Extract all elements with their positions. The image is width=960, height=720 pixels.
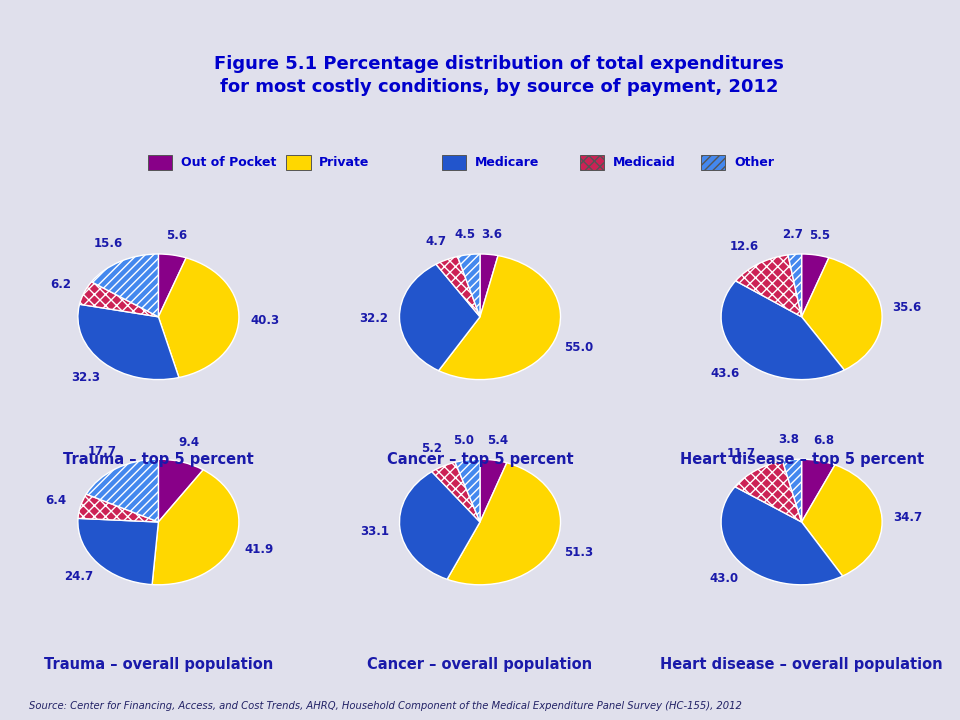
Text: 35.6: 35.6 — [893, 302, 922, 315]
Wedge shape — [802, 254, 828, 317]
Text: 9.4: 9.4 — [179, 436, 200, 449]
Text: 6.8: 6.8 — [813, 434, 834, 448]
Text: 34.7: 34.7 — [893, 511, 923, 524]
Wedge shape — [436, 256, 480, 317]
Text: Medicaid: Medicaid — [613, 156, 676, 169]
Text: 2.7: 2.7 — [782, 228, 803, 240]
Wedge shape — [735, 255, 802, 317]
Text: 24.7: 24.7 — [63, 570, 93, 583]
Wedge shape — [86, 459, 158, 522]
Text: Out of Pocket: Out of Pocket — [181, 156, 276, 169]
Text: 32.3: 32.3 — [71, 371, 100, 384]
Text: Heart disease – overall population: Heart disease – overall population — [660, 657, 943, 672]
Wedge shape — [447, 463, 561, 585]
Text: 4.5: 4.5 — [454, 228, 475, 241]
Wedge shape — [399, 472, 480, 580]
Bar — [286, 156, 311, 171]
Bar — [580, 156, 605, 171]
Wedge shape — [480, 254, 498, 317]
Wedge shape — [399, 264, 480, 371]
Text: Figure 5.1 Percentage distribution of total expenditures
for most costly conditi: Figure 5.1 Percentage distribution of to… — [214, 55, 784, 96]
Text: Private: Private — [320, 156, 370, 169]
Wedge shape — [735, 461, 802, 522]
Wedge shape — [80, 282, 158, 317]
Text: 5.0: 5.0 — [453, 433, 474, 446]
Wedge shape — [158, 258, 239, 377]
Text: 15.6: 15.6 — [94, 237, 123, 250]
Wedge shape — [458, 254, 480, 317]
Wedge shape — [788, 254, 802, 317]
Text: Cancer – top 5 percent: Cancer – top 5 percent — [387, 452, 573, 467]
Text: 6.2: 6.2 — [50, 279, 71, 292]
Text: 17.7: 17.7 — [88, 445, 117, 458]
Text: 43.6: 43.6 — [710, 367, 739, 380]
Wedge shape — [721, 281, 844, 379]
Text: 5.2: 5.2 — [420, 442, 442, 455]
Text: 43.0: 43.0 — [709, 572, 738, 585]
Text: 5.5: 5.5 — [809, 229, 830, 242]
Text: 4.7: 4.7 — [425, 235, 446, 248]
Text: 12.6: 12.6 — [731, 240, 759, 253]
Text: 3.8: 3.8 — [779, 433, 800, 446]
Text: 6.4: 6.4 — [45, 494, 66, 508]
Wedge shape — [91, 254, 158, 317]
Wedge shape — [158, 254, 186, 317]
Text: 51.3: 51.3 — [564, 546, 593, 559]
Wedge shape — [802, 465, 882, 576]
Wedge shape — [480, 459, 507, 522]
Wedge shape — [802, 258, 882, 370]
Wedge shape — [152, 470, 239, 585]
Wedge shape — [782, 459, 802, 522]
Text: Heart disease – top 5 percent: Heart disease – top 5 percent — [680, 452, 924, 467]
Wedge shape — [78, 305, 179, 379]
Text: 32.2: 32.2 — [359, 312, 388, 325]
Bar — [148, 156, 173, 171]
Wedge shape — [802, 459, 835, 522]
Text: Other: Other — [734, 156, 774, 169]
Text: Medicare: Medicare — [475, 156, 540, 169]
Text: Trauma – overall population: Trauma – overall population — [44, 657, 273, 672]
Bar — [701, 156, 726, 171]
Wedge shape — [158, 459, 204, 522]
Wedge shape — [721, 487, 843, 585]
Text: 11.7: 11.7 — [727, 447, 756, 460]
Wedge shape — [439, 256, 561, 379]
Wedge shape — [455, 459, 480, 522]
Wedge shape — [78, 494, 158, 522]
Text: 55.0: 55.0 — [564, 341, 593, 354]
Wedge shape — [432, 462, 480, 522]
Bar — [442, 156, 467, 171]
Text: 40.3: 40.3 — [250, 314, 279, 327]
Text: Source: Center for Financing, Access, and Cost Trends, AHRQ, Household Component: Source: Center for Financing, Access, an… — [29, 701, 742, 711]
Text: Cancer – overall population: Cancer – overall population — [368, 657, 592, 672]
Text: Trauma – top 5 percent: Trauma – top 5 percent — [63, 452, 253, 467]
Text: 5.6: 5.6 — [166, 229, 187, 242]
Text: 3.6: 3.6 — [482, 228, 502, 241]
Text: 5.4: 5.4 — [488, 433, 509, 447]
Text: 41.9: 41.9 — [244, 543, 274, 556]
Text: 33.1: 33.1 — [360, 525, 389, 538]
Wedge shape — [78, 518, 158, 585]
